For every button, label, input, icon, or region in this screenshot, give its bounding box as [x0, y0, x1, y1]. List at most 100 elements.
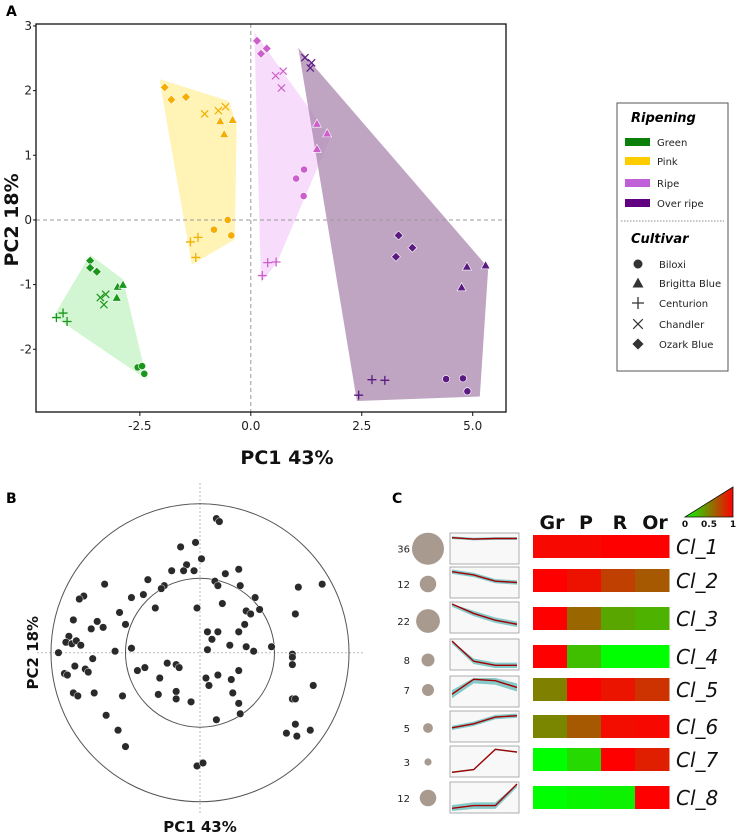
data-point	[121, 742, 130, 751]
data-point	[261, 43, 272, 54]
heat-cell-gr	[533, 569, 568, 592]
cluster-size-bubble	[416, 609, 440, 633]
data-point	[367, 375, 377, 385]
data-point	[140, 369, 149, 378]
legend-cultivar-label: Centurion	[659, 299, 708, 310]
data-point	[155, 673, 164, 683]
plot-frame	[35, 23, 507, 413]
data-point	[459, 374, 467, 383]
scale-max-label: 1	[730, 520, 736, 530]
heat-cell-r	[601, 607, 636, 630]
legend-swatch-green	[625, 138, 650, 146]
legend-cultivar-label: Chandler	[659, 320, 705, 331]
data-point	[99, 300, 108, 309]
data-point	[207, 635, 216, 644]
data-point	[191, 538, 200, 547]
data-point	[114, 726, 123, 735]
cluster-label: Cl_8	[676, 786, 718, 810]
data-point	[84, 668, 93, 677]
legend-ripening-label: Green	[657, 138, 687, 149]
cluster-size-bubble	[412, 532, 444, 565]
data-point	[221, 102, 230, 111]
data-point	[62, 316, 72, 326]
data-point	[75, 595, 84, 604]
triangle-icon	[631, 276, 645, 289]
data-point	[311, 143, 322, 153]
cluster-count: 3	[404, 758, 410, 769]
data-point	[292, 732, 301, 741]
y-tick-label: 2	[24, 84, 32, 98]
panel-b-circle-plot: PC1 43% PC2 18%	[24, 483, 365, 836]
data-point	[58, 308, 68, 318]
cluster-row-cl_8: 12 Cl_8	[397, 781, 718, 814]
cluster-row-cl_7: 3 Cl_7	[404, 745, 719, 778]
cluster-row-cl_2: 12 Cl_2	[397, 566, 718, 599]
heat-cell-gr	[533, 607, 568, 630]
data-point	[291, 609, 300, 619]
profile-line	[451, 571, 518, 584]
heat-cell-p	[567, 748, 602, 771]
data-point	[213, 581, 222, 590]
x-tick-label: 0.0	[241, 419, 260, 433]
data-point	[380, 375, 390, 385]
data-point	[138, 362, 146, 370]
data-point	[393, 230, 404, 241]
data-point	[246, 609, 255, 619]
column-header: R	[613, 512, 628, 534]
data-point	[203, 627, 212, 636]
hull-pink	[159, 78, 237, 265]
legend-swatch-over-ripe	[625, 199, 650, 207]
legend-ripening-title: Ripening	[631, 111, 696, 126]
hull-ripe	[254, 32, 331, 283]
data-point	[252, 35, 262, 46]
cluster-label: Cl_1	[676, 535, 718, 559]
data-point	[93, 617, 102, 626]
data-point	[288, 660, 297, 669]
heat-cell-r	[601, 786, 636, 809]
heat-cell-or	[635, 715, 670, 738]
data-point	[102, 711, 111, 720]
profile-band	[452, 784, 517, 811]
profile-band	[452, 713, 517, 731]
legend-cultivar-label: Biloxi	[659, 260, 686, 271]
data-point	[288, 653, 297, 662]
data-point	[212, 715, 221, 724]
data-point	[157, 584, 166, 593]
cluster-label: Cl_4	[676, 645, 718, 669]
legend: Ripening Green Pink Ripe Over ripe Cultivar Bi…	[616, 102, 729, 372]
data-point	[291, 720, 300, 729]
cluster-label: Cl_7	[676, 748, 719, 772]
cluster-count: 12	[397, 580, 410, 591]
data-point	[151, 603, 160, 613]
data-point	[167, 566, 176, 575]
panel-a-pca-scatter: -2.5 0.0 2.5 5.0 3 2 1 0 -1 -2 PC1 43% PC2 18%	[1, 19, 507, 469]
data-point	[175, 663, 184, 672]
data-point	[127, 644, 136, 653]
data-point	[63, 671, 72, 680]
hull-over-ripe	[298, 47, 489, 402]
data-point	[127, 593, 136, 602]
heat-cell-gr	[533, 535, 568, 558]
data-point	[306, 63, 315, 72]
data-point	[91, 266, 102, 277]
data-point	[143, 575, 152, 584]
data-point	[166, 94, 177, 105]
profile-line	[451, 640, 517, 666]
data-point	[234, 699, 243, 708]
data-point	[309, 681, 318, 690]
data-point	[322, 128, 333, 138]
y-tick-label: 3	[24, 19, 32, 33]
data-point	[294, 583, 303, 592]
heat-cell-r	[601, 645, 636, 668]
data-point	[193, 232, 203, 242]
data-point	[456, 282, 467, 292]
heat-cell-gr	[533, 678, 568, 701]
data-point	[299, 192, 308, 200]
cluster-count: 5	[404, 724, 410, 735]
column-header: Gr	[540, 512, 566, 534]
data-point	[69, 615, 78, 624]
y-tick-label: 0	[24, 213, 32, 227]
legend-ripening-label: Pink	[657, 157, 678, 168]
data-point	[90, 688, 99, 697]
data-point	[407, 242, 418, 253]
